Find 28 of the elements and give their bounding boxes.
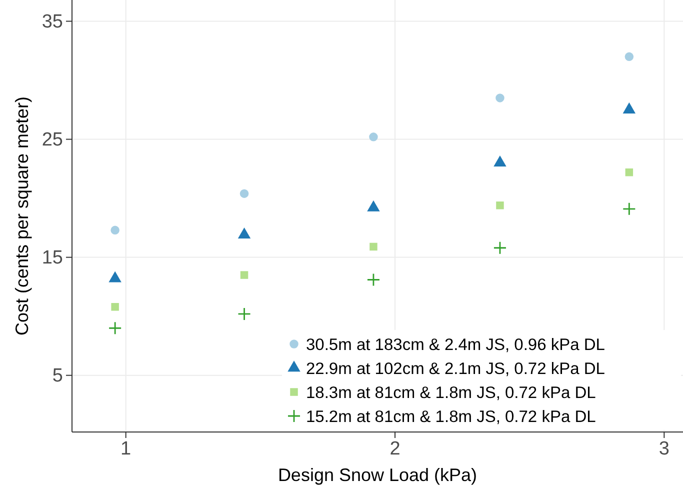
point xyxy=(625,168,634,176)
x-tick-label: 3 xyxy=(658,438,670,460)
point xyxy=(624,52,634,62)
point xyxy=(366,273,380,286)
y-tick-label: 5 xyxy=(52,365,63,386)
point xyxy=(496,202,504,210)
y-tick-label: 25 xyxy=(42,129,63,150)
legend-label: 15.2m at 81cm & 1.8m JS, 0.72 kPa DL xyxy=(306,408,596,426)
point xyxy=(111,303,119,311)
point xyxy=(240,271,248,279)
x-tick-label: 1 xyxy=(120,438,132,460)
point xyxy=(108,321,122,335)
point xyxy=(369,132,378,142)
x-tick-label: 2 xyxy=(390,438,400,460)
legend-label: 18.3m at 81cm & 1.8m JS, 0.72 kPa DL xyxy=(306,384,596,402)
point xyxy=(240,189,249,198)
x-axis-title: Design Snow Load (kPa) xyxy=(278,465,478,485)
y-tick-label: 15 xyxy=(42,247,63,268)
legend-label: 22.9m at 102cm & 2.1m JS, 0.72 kPa DL xyxy=(306,360,605,378)
y-axis-title: Cost (cents per square meter) xyxy=(12,96,32,336)
point xyxy=(493,241,507,255)
y-tick-label: 35 xyxy=(42,11,63,32)
legend-label: 30.5m at 183cm & 2.4m JS, 0.96 kPa DL xyxy=(306,336,605,354)
point xyxy=(110,226,120,235)
point xyxy=(370,242,378,251)
point xyxy=(622,202,636,216)
point xyxy=(496,94,504,102)
point xyxy=(238,307,251,321)
